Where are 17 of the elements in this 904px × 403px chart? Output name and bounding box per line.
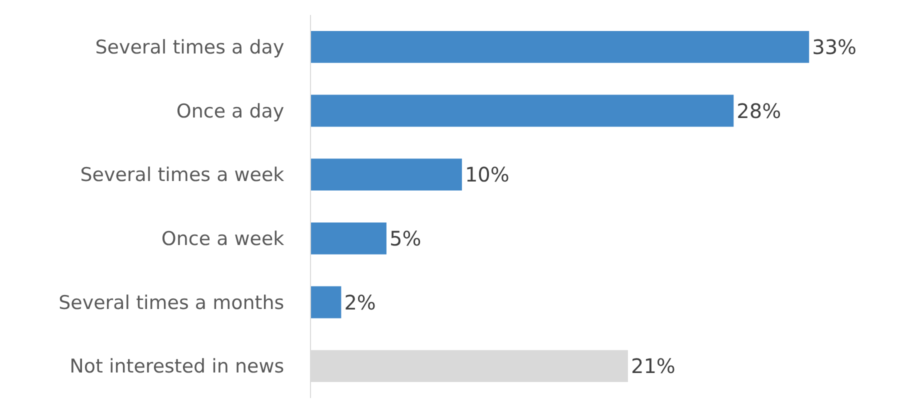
data-label: 33% [812,34,857,59]
y-tick-label: Several times a week [80,164,284,186]
y-tick-label: Once a week [161,228,284,250]
bar [311,158,462,191]
data-label: 2% [344,290,376,314]
y-tick-label: Not interested in news [70,356,284,378]
bar [311,94,734,127]
bar [311,222,386,254]
bar [311,286,342,318]
y-tick-label: Several times a months [58,292,284,314]
data-label: 5% [389,226,422,250]
y-tick-label: Once a day [176,100,284,122]
bar [311,30,810,63]
y-tick-label: Several times a day [95,36,284,59]
data-label: 28% [736,98,782,123]
data-label: 10% [464,162,510,187]
data-label: 21% [630,354,676,378]
